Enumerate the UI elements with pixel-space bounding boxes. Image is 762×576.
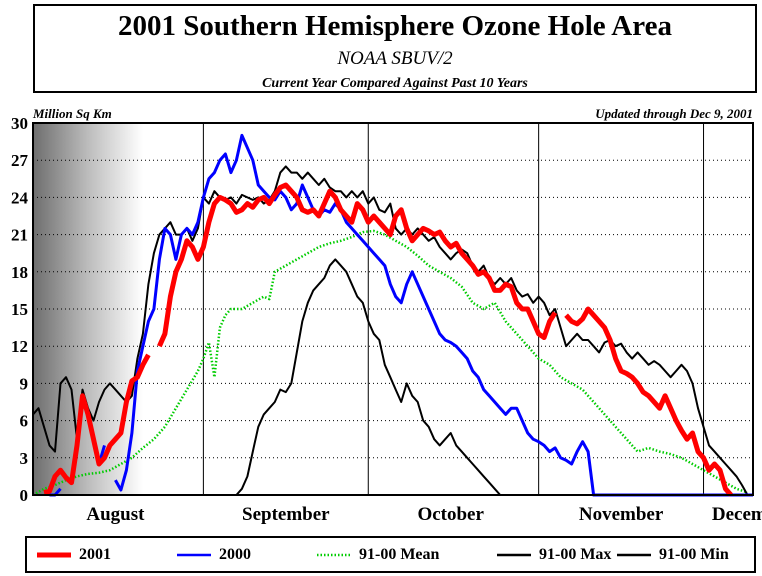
- y-tick-label: 24: [11, 188, 29, 207]
- y-tick-label: 6: [20, 412, 29, 431]
- y-tick-label: 27: [11, 151, 29, 170]
- y-axis-unit-label: Million Sq Km: [33, 106, 112, 121]
- chart-subtitle: NOAA SBUV/2: [337, 48, 453, 69]
- legend-item: 2000: [177, 538, 251, 571]
- y-tick-label: 3: [20, 449, 29, 468]
- series-line-91-00-max: [32, 165, 749, 496]
- series-layer: [32, 133, 753, 497]
- legend-item: 91-00 Mean: [317, 538, 439, 571]
- chart-note: Current Year Compared Against Past 10 Ye…: [262, 76, 528, 91]
- y-tick-label: 18: [11, 263, 28, 282]
- x-month-label: December: [712, 504, 762, 525]
- legend-swatch: [497, 553, 531, 556]
- y-tick-label: 0: [20, 486, 29, 505]
- y-tick-label: 21: [11, 226, 28, 245]
- title-box: 2001 Southern Hemisphere Ozone Hole Area…: [33, 4, 757, 93]
- legend: 2001 2000 91-00 Mean 91-00 Max 91-00 Min: [25, 536, 756, 573]
- legend-label: 2001: [79, 545, 111, 563]
- legend-label: 91-00 Max: [539, 545, 612, 563]
- legend-item: 2001: [37, 538, 111, 571]
- x-month-label: September: [242, 504, 330, 525]
- y-tick-label: 12: [11, 337, 28, 356]
- legend-label: 2000: [219, 545, 251, 563]
- series-line-91-00-mean: [32, 229, 748, 497]
- chart-title: 2001 Southern Hemisphere Ozone Hole Area: [118, 10, 672, 42]
- august-shaded-region: [33, 123, 143, 495]
- y-tick-label: 30: [11, 114, 28, 133]
- legend-swatch: [617, 553, 651, 556]
- x-month-label: October: [417, 504, 484, 525]
- series-line-2001: [43, 182, 733, 497]
- y-tick-label: 9: [20, 374, 29, 393]
- legend-item: 91-00 Max: [497, 538, 611, 571]
- legend-swatch: [177, 553, 211, 556]
- plot-frame: [32, 122, 754, 496]
- grid-layer: [33, 123, 753, 495]
- x-month-labels: August September October November December: [86, 504, 762, 525]
- x-month-label: November: [579, 504, 664, 525]
- series-line-2000: [49, 133, 753, 497]
- y-tick-labels: 0 3 6 9 12 15 18 21 24 27 30: [11, 114, 29, 505]
- updated-label: Updated through Dec 9, 2001: [595, 106, 753, 121]
- legend-label: 91-00 Min: [659, 545, 729, 563]
- series-line-91-00-min: [235, 258, 501, 496]
- legend-item: 91-00 Min: [617, 538, 729, 571]
- legend-swatch: [37, 552, 71, 557]
- legend-swatch: [317, 553, 351, 556]
- legend-label: 91-00 Mean: [359, 545, 440, 563]
- ozone-chart: 0 3 6 9 12 15 18 21 24 27 30 August September Octobe…: [11, 114, 762, 525]
- x-month-label: August: [86, 504, 145, 525]
- y-tick-label: 15: [11, 300, 28, 319]
